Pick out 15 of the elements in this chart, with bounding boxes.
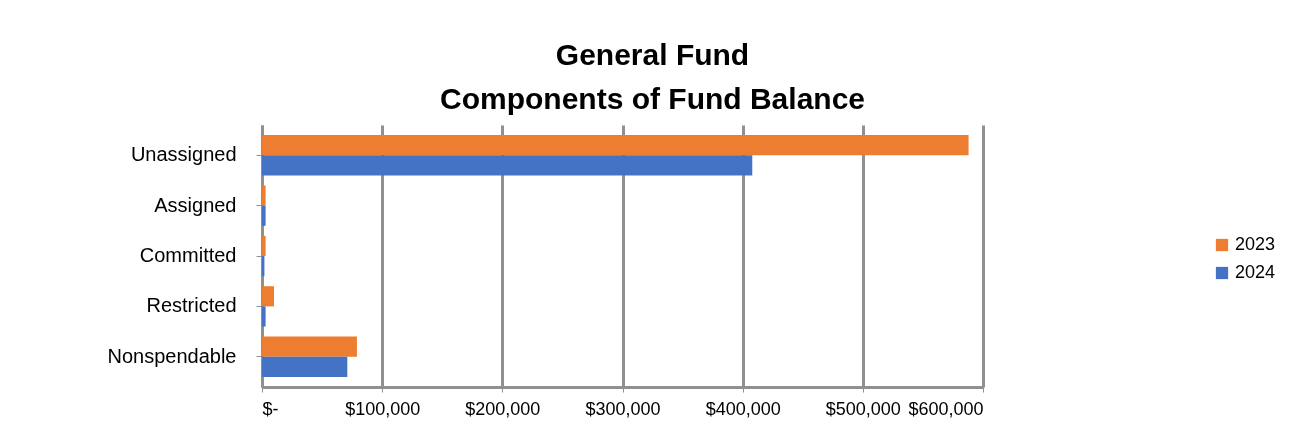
x-tick-label: $200,000 (465, 398, 541, 419)
x-tick-label: $100,000 (345, 398, 421, 419)
x-tick-label: $- (262, 398, 279, 419)
y-tick-label: Restricted (146, 294, 237, 317)
chart-title: General Fund Components of Fund Balance (439, 38, 866, 115)
y-tick-label: Assigned (154, 193, 237, 216)
x-tick-label: $600,000 (908, 398, 984, 419)
y-tick-label: Unassigned (130, 143, 237, 166)
x-tick-label: $300,000 (585, 398, 661, 419)
x-tick-label: $500,000 (825, 398, 901, 419)
legend-label: 2024 (1235, 262, 1276, 282)
x-tick-label: $400,000 (705, 398, 781, 419)
y-tick-label: Committed (139, 244, 237, 266)
legend-label: 2023 (1235, 234, 1276, 254)
y-tick-label: Nonspendable (107, 344, 237, 367)
